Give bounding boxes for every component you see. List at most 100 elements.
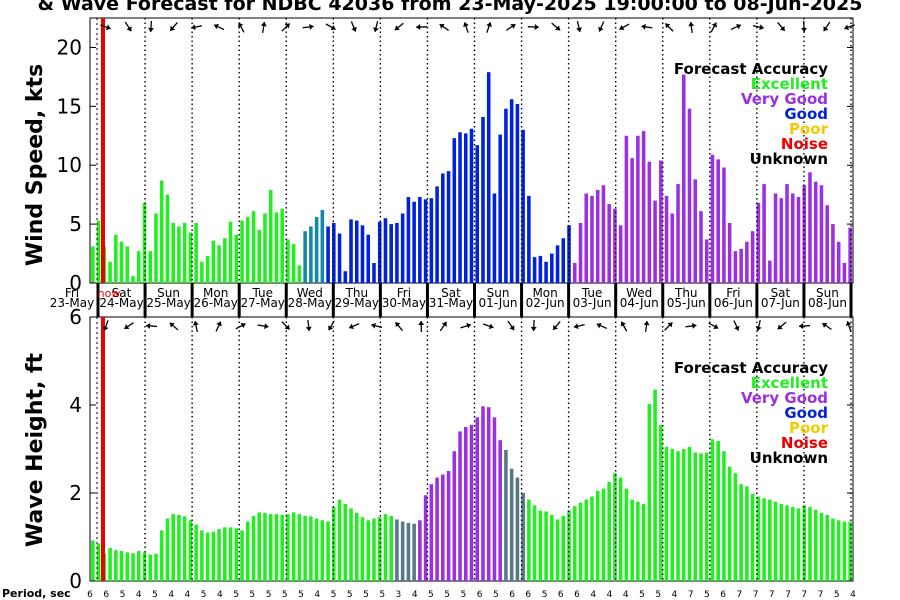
wave-bar bbox=[613, 473, 617, 581]
wave-bar bbox=[584, 499, 589, 581]
day-name-label: Mon bbox=[532, 286, 557, 300]
wind-direction-arrow bbox=[191, 24, 203, 31]
wave-direction-arrow bbox=[821, 322, 832, 330]
wave-ytick-label: 2 bbox=[69, 481, 82, 505]
period-value: 5 bbox=[493, 590, 499, 600]
wave-bar bbox=[458, 431, 462, 581]
period-value: 4 bbox=[623, 590, 629, 600]
wave-bar bbox=[429, 484, 434, 581]
wind-bar bbox=[131, 275, 135, 283]
day-date-label: 07-Jun bbox=[761, 296, 800, 310]
wind-bar bbox=[435, 186, 439, 283]
wind-bar bbox=[446, 171, 451, 283]
wave-bar bbox=[733, 473, 738, 581]
wave-bar bbox=[326, 521, 330, 581]
wind-bar bbox=[785, 184, 789, 283]
wind-bar bbox=[263, 213, 267, 283]
wind-bar bbox=[664, 195, 669, 283]
wave-bar bbox=[303, 515, 307, 581]
wind-direction-arrow bbox=[619, 23, 630, 31]
wave-bar bbox=[320, 520, 325, 581]
period-value: 7 bbox=[688, 590, 694, 600]
wind-bar bbox=[337, 233, 342, 283]
wind-bar bbox=[463, 133, 468, 283]
wind-bar bbox=[343, 271, 348, 283]
wave-bar bbox=[481, 406, 485, 581]
wave-bar bbox=[286, 514, 290, 581]
wave-direction-arrow bbox=[395, 321, 403, 332]
wave-direction-arrow bbox=[235, 322, 246, 330]
wind-bar bbox=[475, 145, 480, 283]
period-value: 5 bbox=[331, 590, 337, 600]
wind-bar bbox=[251, 211, 256, 283]
wave-bar bbox=[659, 424, 663, 581]
wind-bar bbox=[498, 134, 502, 283]
wave-bar bbox=[441, 474, 445, 581]
wind-bar bbox=[659, 160, 663, 283]
wind-bar bbox=[578, 222, 583, 283]
wind-ylabel: Wind Speed, kts bbox=[23, 64, 48, 266]
wave-bar bbox=[727, 466, 732, 581]
wave-legend-item: Very Good bbox=[741, 389, 828, 407]
chart-title: & Wave Forecast for NDBC 42036 from 23-M… bbox=[38, 0, 863, 15]
wind-direction-arrow bbox=[463, 22, 469, 33]
wave-bar bbox=[607, 482, 611, 581]
wind-direction-arrow bbox=[394, 22, 404, 31]
period-value: 5 bbox=[282, 590, 288, 600]
wind-direction-arrow bbox=[416, 24, 428, 31]
wind-direction-arrow bbox=[124, 21, 132, 32]
wave-bar bbox=[704, 452, 709, 581]
wind-bar bbox=[383, 218, 388, 283]
day-date-label: 26-May bbox=[193, 296, 237, 310]
wave-bar bbox=[194, 524, 198, 581]
period-value: 5 bbox=[542, 590, 548, 600]
day-date-label: 29-May bbox=[335, 296, 379, 310]
wave-bar bbox=[492, 417, 497, 581]
wind-bar bbox=[119, 241, 124, 283]
period-value: 6 bbox=[87, 590, 93, 600]
wind-direction-arrow bbox=[100, 24, 111, 31]
wind-bar bbox=[727, 222, 732, 283]
day-date-label: 27-May bbox=[241, 296, 285, 310]
wave-direction-arrow bbox=[102, 320, 109, 331]
wave-direction-arrow bbox=[643, 320, 650, 333]
wind-bar bbox=[647, 161, 652, 283]
wind-direction-arrow bbox=[844, 24, 855, 31]
wave-bar bbox=[676, 451, 680, 581]
now-label: now bbox=[98, 287, 121, 300]
wave-direction-arrow bbox=[733, 320, 740, 331]
wave-bar bbox=[383, 514, 388, 581]
wave-bar bbox=[332, 507, 336, 581]
wind-direction-arrow bbox=[527, 24, 539, 31]
wind-bar bbox=[641, 131, 646, 283]
wave-bar bbox=[544, 511, 548, 581]
wave-bar bbox=[389, 515, 393, 581]
day-date-label: 25-May bbox=[146, 296, 190, 310]
wind-bar bbox=[194, 222, 198, 283]
wind-bar bbox=[504, 108, 508, 283]
day-name-label: Thu bbox=[674, 286, 698, 300]
wave-bar bbox=[722, 451, 726, 581]
period-value: 5 bbox=[428, 590, 434, 600]
wave-bar bbox=[762, 498, 766, 581]
wave-bar bbox=[446, 471, 451, 581]
wind-bar bbox=[567, 225, 571, 283]
wave-ylabel: Wave Height, ft bbox=[23, 352, 48, 547]
wave-bar bbox=[154, 553, 158, 581]
wind-direction-arrow bbox=[169, 22, 178, 32]
wind-bar bbox=[670, 213, 675, 283]
wave-bar bbox=[435, 477, 439, 581]
day-date-label: 01-Jun bbox=[479, 296, 518, 310]
period-value: 5 bbox=[444, 590, 450, 600]
wind-legend-item: Excellent bbox=[751, 75, 828, 93]
wind-bar bbox=[217, 245, 221, 283]
wave-bar bbox=[159, 530, 164, 581]
wave-legend-item: Excellent bbox=[751, 374, 828, 392]
wind-bar bbox=[148, 251, 153, 283]
period-value: 7 bbox=[769, 590, 775, 600]
period-value: 7 bbox=[785, 590, 791, 600]
wind-direction-arrow bbox=[801, 20, 808, 33]
wind-legend-item: Noise bbox=[781, 135, 828, 153]
wave-bar bbox=[785, 505, 789, 581]
